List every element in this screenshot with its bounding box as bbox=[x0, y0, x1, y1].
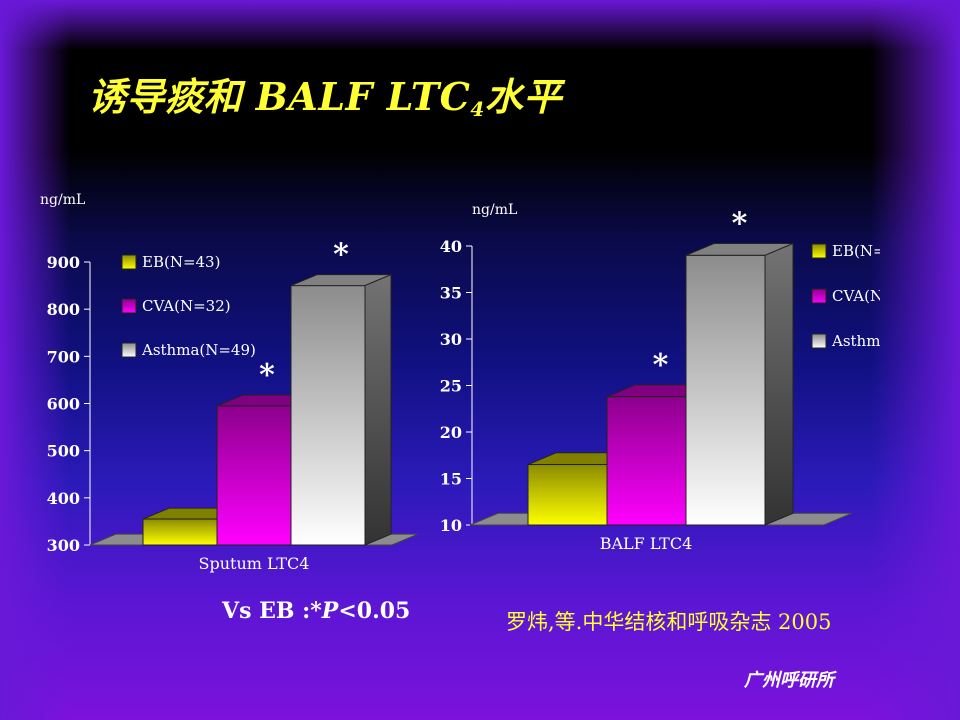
significance-note: Vs EB :*P<0.05 bbox=[222, 598, 410, 624]
significance-prefix: Vs EB : bbox=[222, 598, 311, 624]
y-tick-label: 15 bbox=[440, 470, 462, 489]
legend-swatch bbox=[121, 254, 137, 270]
title-main: 诱导痰和 BALF LTC bbox=[88, 74, 471, 119]
y-tick-label: 10 bbox=[440, 516, 462, 535]
y-tick-label: 20 bbox=[440, 423, 462, 442]
y-unit-label: ng/mL bbox=[472, 202, 517, 218]
citation: 罗炜,等.中华结核和呼吸杂志 2005 bbox=[506, 610, 832, 634]
slide-edge-left bbox=[0, 0, 70, 720]
significance-star: * bbox=[333, 238, 349, 273]
legend-swatch bbox=[811, 333, 827, 349]
legend-label: EB(N=43) bbox=[142, 253, 220, 271]
legend-label: EB(N=11) bbox=[832, 242, 880, 260]
significance-star: * bbox=[732, 207, 748, 242]
legend-swatch bbox=[121, 298, 137, 314]
legend-label: Asthma(N=49) bbox=[141, 341, 256, 359]
bar-side-2 bbox=[364, 273, 392, 546]
y-tick-label: 700 bbox=[47, 347, 80, 366]
bar-1 bbox=[606, 396, 687, 526]
slide-title: 诱导痰和 BALF LTC4水平 bbox=[88, 66, 562, 121]
institute-logo-text: 广州呼研所 bbox=[744, 670, 834, 691]
bar-1 bbox=[216, 405, 292, 546]
y-tick-label: 40 bbox=[440, 237, 462, 256]
significance-threshold: <0.05 bbox=[338, 598, 411, 624]
sputum-chart: ng/mL 300 400 500 600 700 800 900 * * Sputum LTC4 E… bbox=[40, 192, 419, 573]
y-tick-label: 30 bbox=[440, 330, 462, 349]
title-subscript: 4 bbox=[470, 97, 485, 121]
bar-2 bbox=[290, 285, 366, 546]
y-tick-label: 400 bbox=[47, 489, 80, 508]
significance-p: *P bbox=[310, 598, 339, 624]
y-tick-label: 800 bbox=[47, 300, 80, 319]
x-axis-label: Sputum LTC4 bbox=[199, 554, 310, 573]
title-suffix: 水平 bbox=[484, 74, 562, 119]
slide-edge-top bbox=[0, 0, 960, 50]
legend-label: CVA(N=32) bbox=[142, 297, 231, 315]
bar-0 bbox=[527, 464, 608, 526]
legend-swatch bbox=[811, 288, 827, 304]
legend-label: Asthma(N=6) bbox=[831, 332, 880, 350]
slide-edge-right bbox=[870, 0, 960, 720]
significance-star: * bbox=[259, 358, 275, 393]
bar-2 bbox=[685, 254, 766, 526]
x-axis-label: BALF LTC4 bbox=[600, 534, 693, 553]
y-tick-label: 500 bbox=[47, 442, 80, 461]
legend-label: CVA(N=10) bbox=[832, 287, 880, 305]
legend-swatch bbox=[121, 342, 137, 358]
bar-side-2 bbox=[764, 242, 794, 526]
significance-star: * bbox=[653, 348, 669, 383]
y-tick-label: 300 bbox=[47, 536, 80, 555]
y-tick-label: 600 bbox=[47, 395, 80, 414]
y-tick-label: 900 bbox=[47, 253, 80, 272]
bar-0 bbox=[142, 518, 218, 546]
y-tick-label: 35 bbox=[440, 284, 462, 303]
y-unit-label: ng/mL bbox=[40, 192, 85, 208]
y-tick-label: 25 bbox=[440, 377, 462, 396]
legend-swatch bbox=[811, 243, 827, 259]
balf-chart: ng/mL 10 15 20 25 30 35 40 * * BALF LTC4 EB(N=11) CV… bbox=[440, 202, 880, 553]
